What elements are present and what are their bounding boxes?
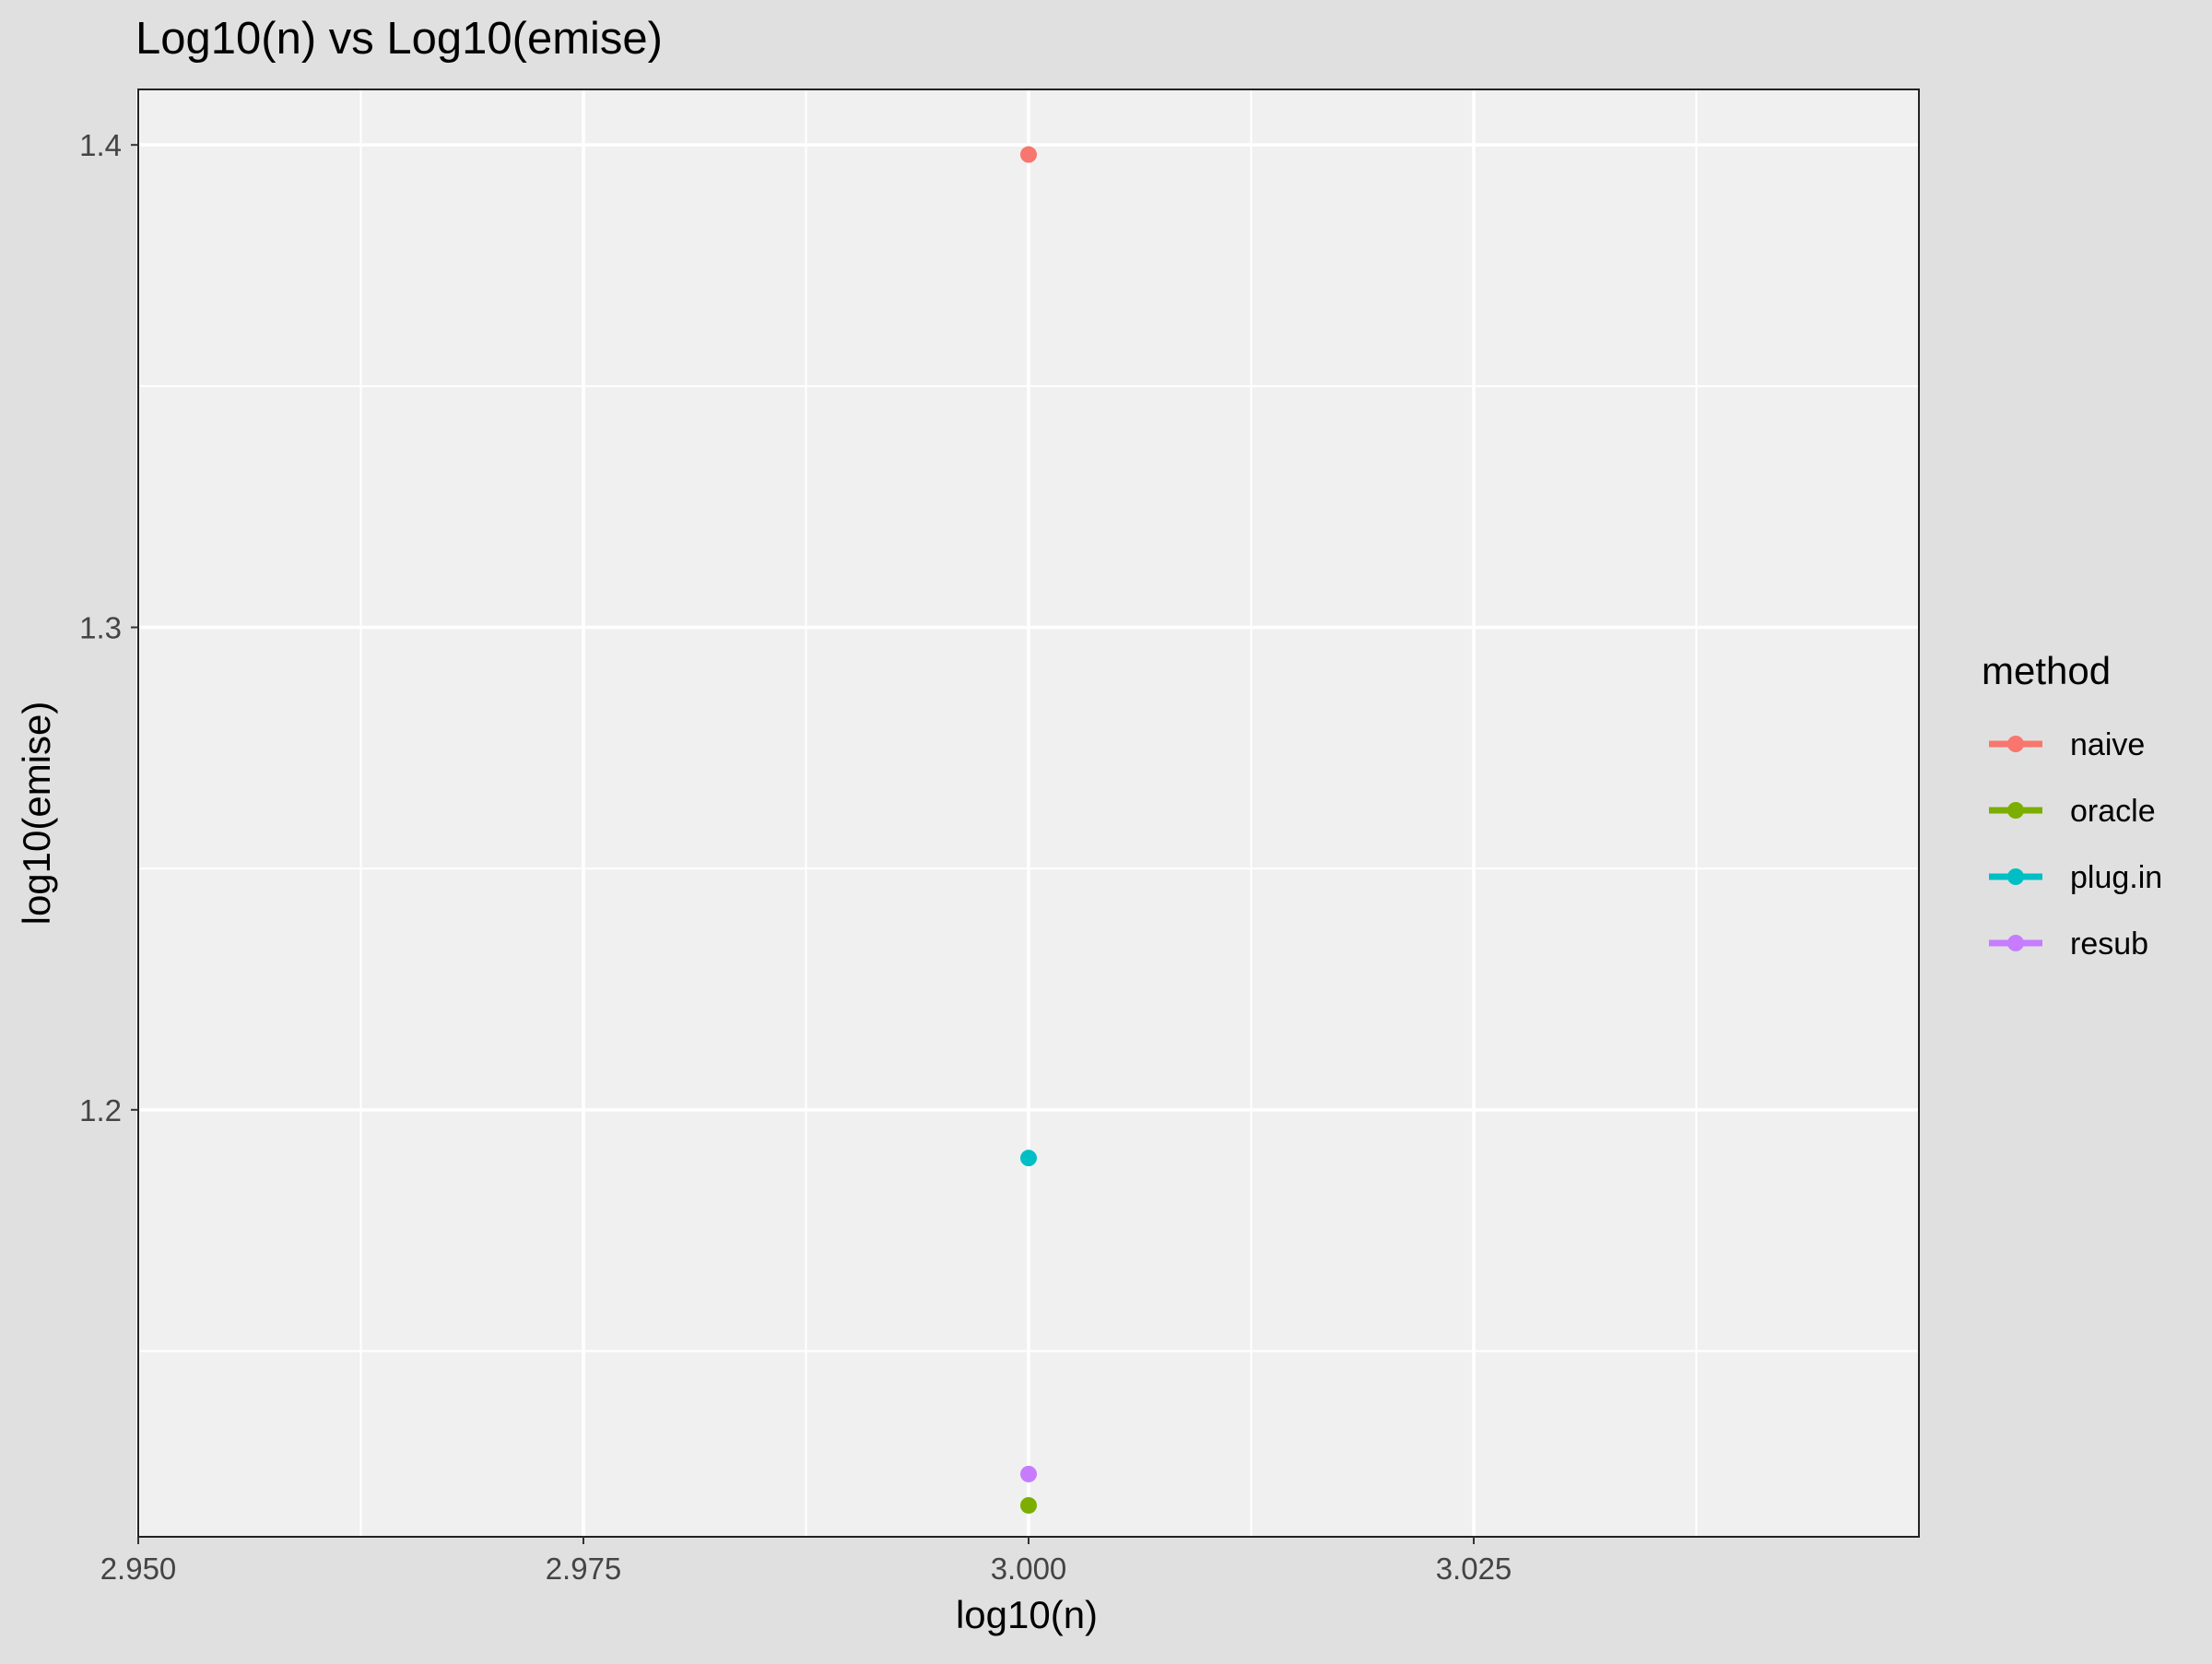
- legend-key-point-oracle: [2007, 802, 2024, 819]
- x-tick-label: 2.950: [100, 1552, 177, 1586]
- legend-key-point-resub: [2007, 935, 2024, 951]
- legend-title: method: [1982, 649, 2111, 692]
- legend-label-oracle: oracle: [2070, 794, 2156, 829]
- legend-key-point-plug-in: [2007, 868, 2024, 885]
- y-tick-label: 1.4: [79, 128, 122, 162]
- legend-label-naive: naive: [2070, 727, 2145, 762]
- data-point-resub: [1020, 1465, 1037, 1482]
- legend-key-point-naive: [2007, 736, 2024, 752]
- y-tick-label: 1.3: [79, 611, 122, 645]
- axes: 2.950 2.975 3.000 3.025 1.2 1.3 1.4: [79, 89, 1920, 1586]
- legend-label-resub: resub: [2070, 926, 2148, 962]
- x-tick-label: 2.975: [546, 1552, 622, 1586]
- x-axis-label: log10(n): [956, 1593, 1098, 1636]
- data-points: [1020, 146, 1037, 1514]
- y-axis-label: log10(emise): [15, 702, 58, 926]
- x-tick-label: 3.025: [1436, 1552, 1512, 1586]
- y-tick-label: 1.2: [79, 1093, 122, 1127]
- data-point-plug-in: [1020, 1150, 1037, 1167]
- legend: method naive oracle plug.in resub: [1982, 649, 2162, 962]
- x-tick-label: 3.000: [991, 1552, 1067, 1586]
- legend-label-plug-in: plug.in: [2070, 860, 2162, 895]
- data-point-naive: [1020, 146, 1037, 163]
- chart-title: Log10(n) vs Log10(emise): [135, 14, 663, 64]
- data-point-oracle: [1020, 1496, 1037, 1514]
